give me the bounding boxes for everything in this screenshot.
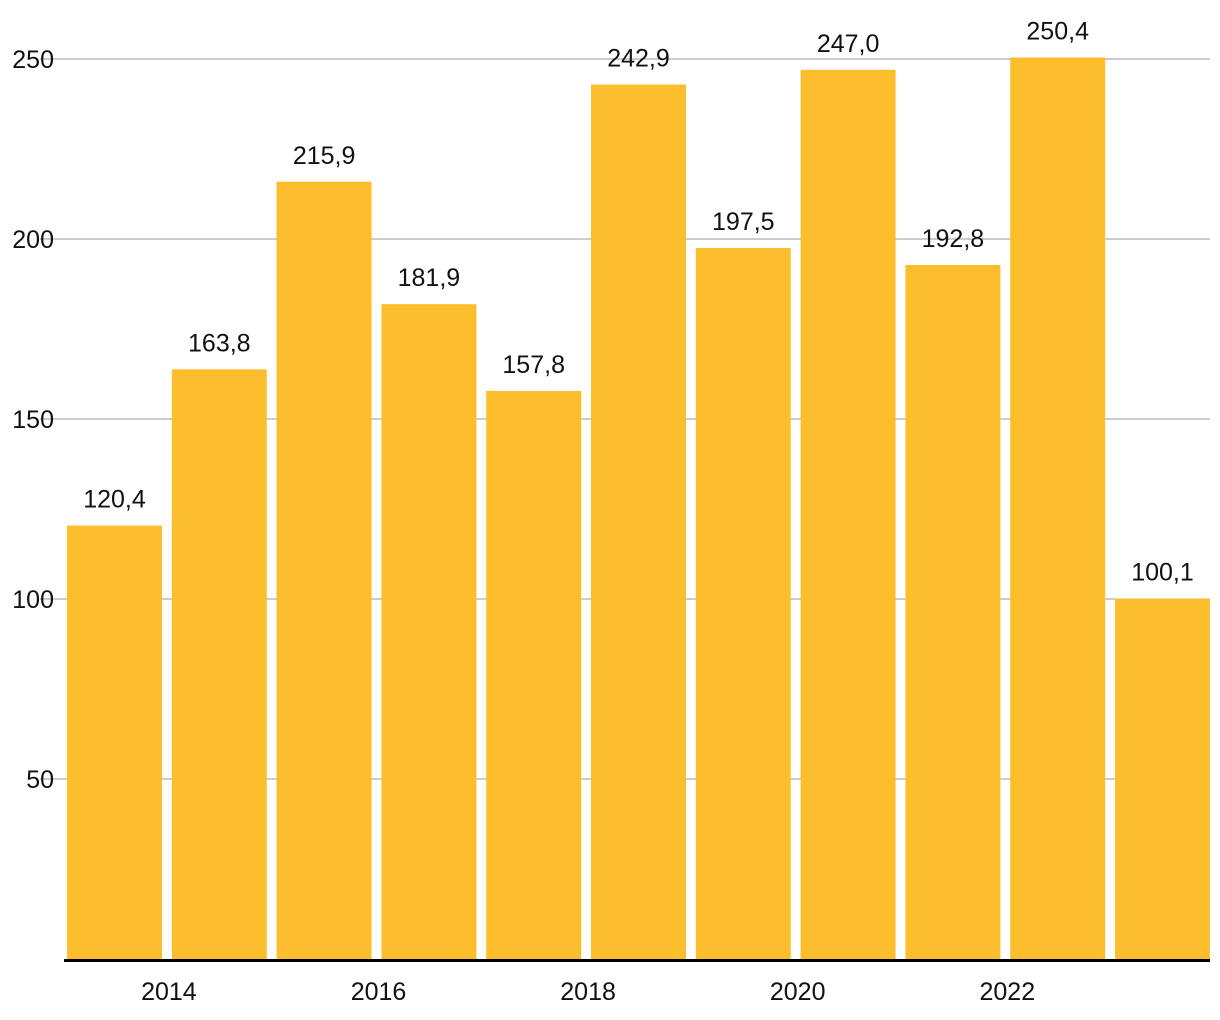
data-label-2019: 197,5	[712, 208, 775, 236]
bar-2023	[1115, 598, 1210, 959]
data-labels: 120,4 163,8 215,9 181,9 157,8 242,9 197,5 247,0…	[83, 18, 1194, 587]
data-label-2023: 100,1	[1131, 559, 1194, 587]
x-tick-label-2016: 2016	[351, 978, 407, 1006]
bar-2017	[486, 390, 582, 959]
data-label-2017: 157,8	[502, 351, 565, 379]
bar-2016	[381, 304, 477, 959]
data-label-2013: 120,4	[83, 486, 146, 514]
y-tick-label-50: 50	[26, 766, 54, 794]
bar-2015	[276, 181, 372, 959]
bar-2019	[695, 248, 791, 959]
x-tick-label-2014: 2014	[141, 978, 197, 1006]
x-tick-label-2022: 2022	[979, 978, 1035, 1006]
data-label-2020: 247,0	[817, 30, 880, 58]
x-tick-label-2020: 2020	[770, 978, 826, 1006]
bars	[67, 57, 1210, 960]
y-tick-label-200: 200	[12, 226, 54, 254]
bar-2021	[905, 264, 1001, 959]
data-label-2022: 250,4	[1026, 18, 1089, 46]
x-tick-label-2018: 2018	[560, 978, 616, 1006]
data-label-2018: 242,9	[607, 45, 670, 73]
data-label-2016: 181,9	[398, 264, 461, 292]
data-label-2014: 163,8	[188, 329, 251, 357]
y-tick-label-150: 150	[12, 406, 54, 434]
y-tick-label-100: 100	[12, 586, 54, 614]
bar-2013	[67, 525, 162, 959]
x-axis: 2014 2016 2018 2020 2022	[64, 959, 1210, 1006]
bar-2018	[591, 84, 686, 959]
bar-2020	[800, 69, 896, 960]
data-label-2021: 192,8	[922, 225, 985, 253]
y-tick-label-250: 250	[12, 46, 54, 74]
y-axis: 50 100 150 200 250	[12, 46, 54, 794]
data-label-2015: 215,9	[293, 142, 356, 170]
bar-2022	[1010, 57, 1106, 960]
bar-2014	[171, 369, 267, 959]
